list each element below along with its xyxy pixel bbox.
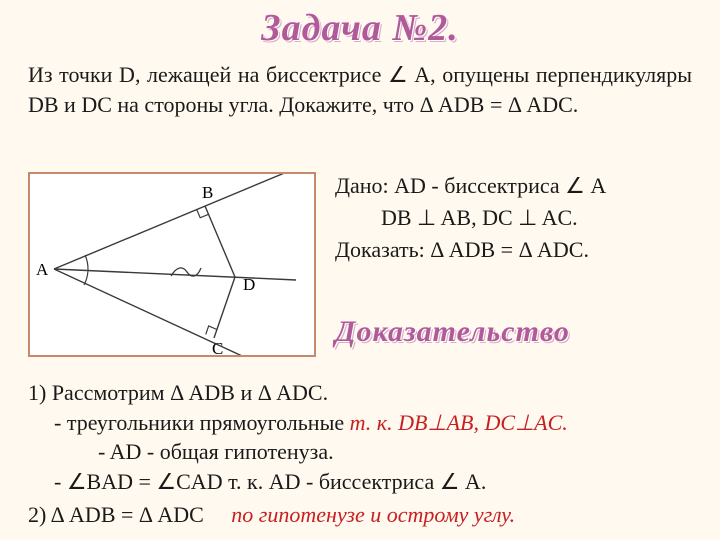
proof-line-2b: т. к. DB⊥AB, DC⊥AC.	[350, 410, 568, 435]
conclusion-b: по гипотенузе и острому углу.	[231, 502, 515, 527]
problem-statement: Из точки D, лежащей на биссектрисе ∠ A, …	[28, 60, 692, 119]
proof-block: 1) Рассмотрим Δ ADB и Δ ADC. - треугольн…	[28, 378, 692, 497]
given-line-2: DB ⊥ AB, DC ⊥ AC.	[335, 202, 705, 234]
svg-text:A: A	[36, 260, 49, 279]
proof-line-3: - AD - общая гипотенуза.	[28, 437, 692, 467]
given-line-1: Дано: AD - биссектриса ∠ A	[335, 170, 705, 202]
problem-title: Задача №2.	[0, 6, 720, 50]
proof-line-2: - треугольники прямоугольные т. к. DB⊥AB…	[28, 408, 692, 438]
proof-header: Доказательство	[335, 315, 720, 349]
slide-root: Задача №2. Из точки D, лежащей на биссек…	[0, 0, 720, 540]
proof-line-2a: - треугольники прямоугольные	[54, 410, 350, 435]
svg-text:C: C	[212, 339, 223, 355]
proof-line-4: - ∠BAD = ∠CAD т. к. AD - биссектриса ∠ A…	[28, 467, 692, 497]
proof-line-1: 1) Рассмотрим Δ ADB и Δ ADC.	[28, 378, 692, 408]
conclusion-block: 2) Δ ADB = Δ ADC по гипотенузе и острому…	[28, 502, 692, 528]
svg-text:B: B	[202, 183, 213, 202]
conclusion-a: 2) Δ ADB = Δ ADC	[28, 502, 204, 527]
given-line-3: Доказать: Δ ADB = Δ ADC.	[335, 234, 705, 266]
figure-container: A B C D	[28, 172, 316, 357]
given-block: Дано: AD - биссектриса ∠ A DB ⊥ AB, DC ⊥…	[335, 170, 705, 266]
svg-text:D: D	[243, 275, 255, 294]
geometry-figure: A B C D	[30, 174, 314, 355]
